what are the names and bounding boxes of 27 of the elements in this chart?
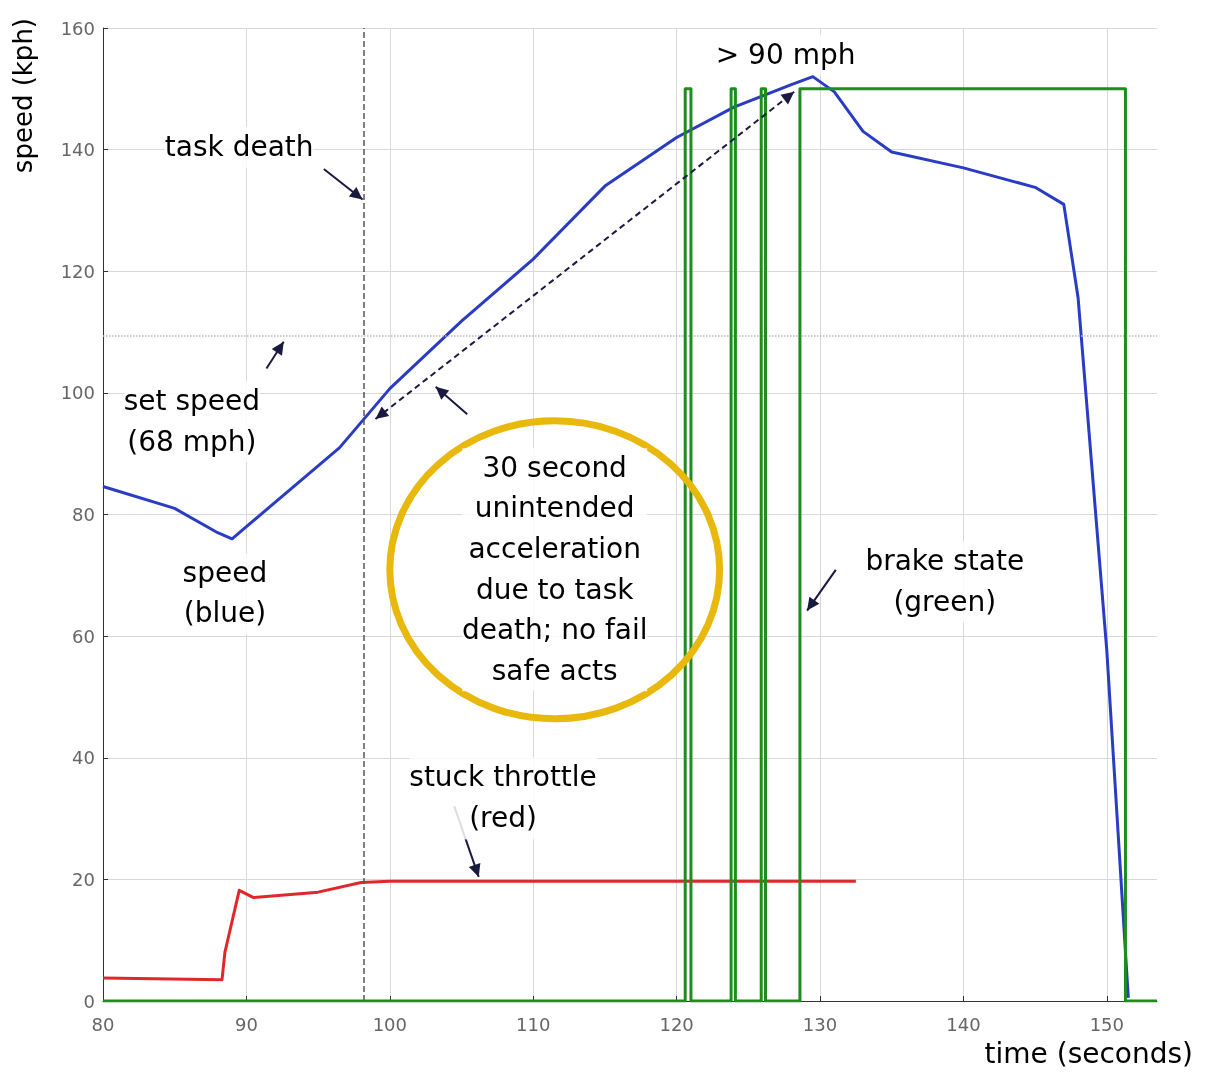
annotation: speed (blue) <box>182 552 268 635</box>
y-tick-label: 160 <box>60 17 95 39</box>
x-tick-label: 140 <box>946 1013 981 1035</box>
y-tick-label: 140 <box>60 139 95 161</box>
x-tick-label: 100 <box>372 1013 407 1035</box>
annotation: brake state (green) <box>865 541 1025 623</box>
x-axis-title: time (seconds) <box>984 1036 1194 1070</box>
x-tick-label: 110 <box>516 1013 551 1035</box>
annotation: 30 second unintended acceleration due to task death; no fail safe acts <box>461 448 648 692</box>
line-series <box>101 879 858 982</box>
y-axis-title: speed (kph) <box>8 18 38 174</box>
x-tick-label: 130 <box>802 1013 838 1035</box>
annotation: set speed (68 mph) <box>123 381 261 463</box>
annotation: task death <box>164 126 314 168</box>
x-tick-label: 150 <box>1089 1013 1124 1035</box>
annotation: stuck throttle (red) <box>409 757 597 840</box>
y-tick-label: 60 <box>72 625 95 647</box>
y-tick-label: 120 <box>60 260 95 282</box>
y-tick-label: 40 <box>72 747 95 769</box>
x-tick-label: 80 <box>91 1013 115 1035</box>
y-tick-label: 0 <box>83 990 95 1012</box>
x-tick-label: 90 <box>234 1013 258 1035</box>
y-tick-label: 100 <box>60 382 95 404</box>
y-tick-label: 80 <box>72 504 95 525</box>
x-tick-label: 120 <box>659 1013 694 1035</box>
y-tick-label: 20 <box>72 868 95 890</box>
annotation: > 90 mph <box>715 34 856 76</box>
